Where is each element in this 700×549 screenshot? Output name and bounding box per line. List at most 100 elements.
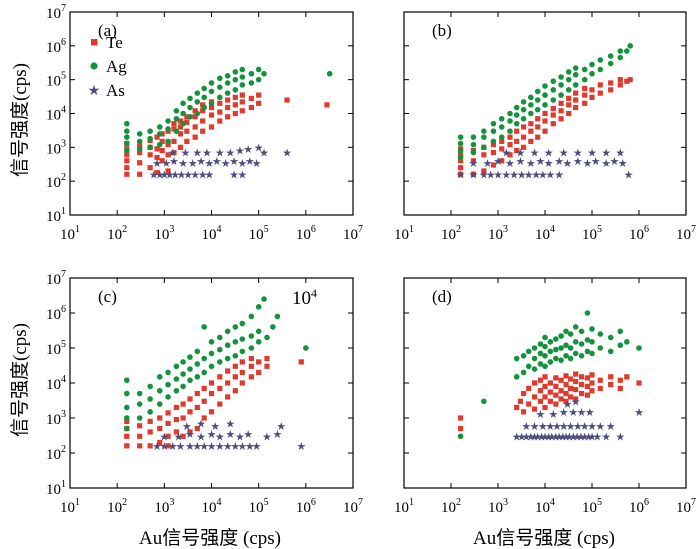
te-point xyxy=(537,388,544,394)
ag-point xyxy=(239,320,246,327)
te-point xyxy=(520,134,527,140)
as-point: ★ xyxy=(202,147,212,160)
te-point xyxy=(573,386,579,393)
te-point xyxy=(173,404,179,411)
te-point xyxy=(520,144,527,150)
ag-point xyxy=(547,359,554,365)
ag-point xyxy=(542,92,548,98)
te-point xyxy=(184,138,190,144)
te-point xyxy=(124,158,130,164)
ag-point xyxy=(531,355,538,362)
te-point xyxy=(597,90,603,96)
as-point: ★ xyxy=(558,430,568,443)
ag-point xyxy=(123,120,130,127)
as-point: ★ xyxy=(149,168,159,181)
as-point: ★ xyxy=(531,168,541,181)
te-point xyxy=(457,415,464,421)
as-point: ★ xyxy=(533,430,543,443)
panel-a-y-tick-label: 104 xyxy=(46,105,66,124)
panel-d: 101 102 103 104 105 106 107(d)★★★★★★★★★★★★★★★★… xyxy=(394,277,696,516)
ag-point xyxy=(217,84,223,90)
te-point xyxy=(187,429,193,435)
te-point xyxy=(157,439,163,446)
ag-point xyxy=(248,333,255,339)
ag-point xyxy=(589,326,595,332)
ag-point xyxy=(248,313,255,320)
as-point: ★ xyxy=(524,168,534,181)
te-point xyxy=(457,158,464,164)
te-point xyxy=(239,359,245,365)
panel-d-x-tick-label: 104 xyxy=(535,497,555,516)
te-point xyxy=(573,371,579,377)
ag-point xyxy=(565,69,572,75)
ag-point xyxy=(201,369,207,376)
te-point xyxy=(535,134,541,140)
te-point xyxy=(636,380,642,386)
te-point xyxy=(567,385,574,392)
ag-point xyxy=(180,371,186,377)
panel-c-annotation: 104 xyxy=(292,286,317,309)
panel-d-x-tick-label: 107 xyxy=(676,497,696,516)
te-point xyxy=(563,382,569,388)
ag-point xyxy=(147,144,153,151)
panel-c-y-tick-label: 107 xyxy=(46,269,66,288)
te-point xyxy=(208,124,215,130)
as-point: ★ xyxy=(165,168,175,181)
te-point xyxy=(248,374,254,380)
te-point xyxy=(256,359,262,365)
as-point: ★ xyxy=(196,430,206,443)
ag-point xyxy=(123,140,130,147)
ag-point xyxy=(156,387,163,394)
te-point xyxy=(200,102,206,108)
as-point: ★ xyxy=(634,406,644,419)
ag-point xyxy=(208,339,215,345)
te-point xyxy=(184,128,190,134)
te-point xyxy=(324,102,330,108)
te-point xyxy=(225,104,231,111)
panel-c-series-te xyxy=(124,355,304,449)
as-point: ★ xyxy=(568,430,578,443)
te-point xyxy=(490,162,497,168)
te-point xyxy=(507,152,513,158)
legend-label-te: Te xyxy=(106,33,123,52)
as-point: ★ xyxy=(573,155,583,168)
te-point xyxy=(517,398,524,404)
te-point xyxy=(547,389,553,395)
as-point: ★ xyxy=(215,440,225,453)
te-point xyxy=(192,114,198,120)
te-point xyxy=(589,87,595,93)
as-point: ★ xyxy=(554,430,564,443)
te-point xyxy=(617,77,623,83)
ag-point xyxy=(232,87,239,93)
te-point xyxy=(184,119,190,125)
ag-point xyxy=(623,48,630,54)
as-point: ★ xyxy=(159,168,169,181)
ag-point xyxy=(201,324,207,330)
te-point xyxy=(264,355,270,362)
te-point xyxy=(180,433,186,439)
te-point xyxy=(217,109,223,115)
ag-point xyxy=(572,350,579,357)
as-point: ★ xyxy=(587,430,597,443)
ag-point xyxy=(572,71,579,78)
ag-point xyxy=(553,355,559,362)
te-point xyxy=(232,110,238,117)
ag-point xyxy=(457,147,464,154)
as-point: ★ xyxy=(243,143,253,156)
as-point: ★ xyxy=(585,406,595,419)
as-point: ★ xyxy=(580,420,590,433)
ag-point xyxy=(565,76,572,83)
as-point: ★ xyxy=(615,147,625,160)
te-point xyxy=(535,124,541,130)
te-point xyxy=(563,373,569,379)
te-point xyxy=(147,429,153,435)
ag-point xyxy=(578,341,585,347)
ag-point xyxy=(589,350,595,357)
te-point xyxy=(124,443,130,449)
as-point: ★ xyxy=(601,157,611,170)
as-point: ★ xyxy=(618,157,628,170)
ag-point xyxy=(239,82,246,88)
te-point xyxy=(507,134,513,140)
te-point xyxy=(208,390,215,397)
ag-point xyxy=(187,104,193,111)
